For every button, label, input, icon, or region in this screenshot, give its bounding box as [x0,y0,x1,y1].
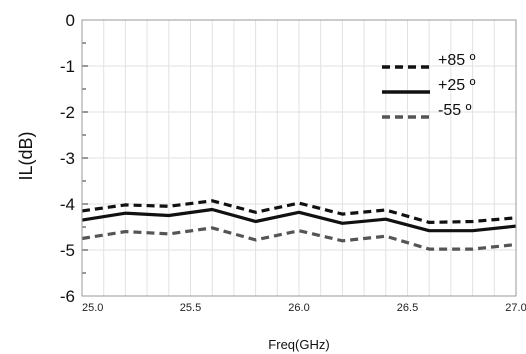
series-line-1 [81,199,517,224]
legend-label-3: -55 º [438,102,472,119]
legend-label-2: +25 º [438,77,476,94]
y-tick-label: -6 [60,287,75,306]
x-tick-label: 25.0 [82,302,103,314]
x-tick-label: 26.5 [397,302,418,314]
y-tick-label: -4 [60,195,75,214]
legend-label-1: +85 º [438,52,476,69]
grid [82,19,516,297]
y-tick-label: -2 [60,103,75,122]
x-axis-label: Freq(GHz) [268,337,329,352]
series-line-2 [81,207,517,233]
legend: +85 º +25 º -55 º [382,52,476,119]
plot-frame [81,19,517,297]
y-tick-label: -3 [60,149,75,168]
x-tick-label: 26.0 [288,302,309,314]
y-tick-labels: 0 -1 -2 -3 -4 -5 -6 [60,11,75,306]
series-line-3 [81,226,517,251]
x-tick-labels: 25.0 25.5 26.0 26.5 27.0 [82,302,526,314]
x-tick-label: 25.5 [180,302,201,314]
y-tick-label: -5 [60,241,75,260]
y-tick-label: -1 [60,57,75,76]
y-axis-label: IL(dB) [16,131,36,180]
series-layer [81,199,517,251]
x-tick-label: 27.0 [505,302,526,314]
y-tick-label: 0 [66,11,75,30]
